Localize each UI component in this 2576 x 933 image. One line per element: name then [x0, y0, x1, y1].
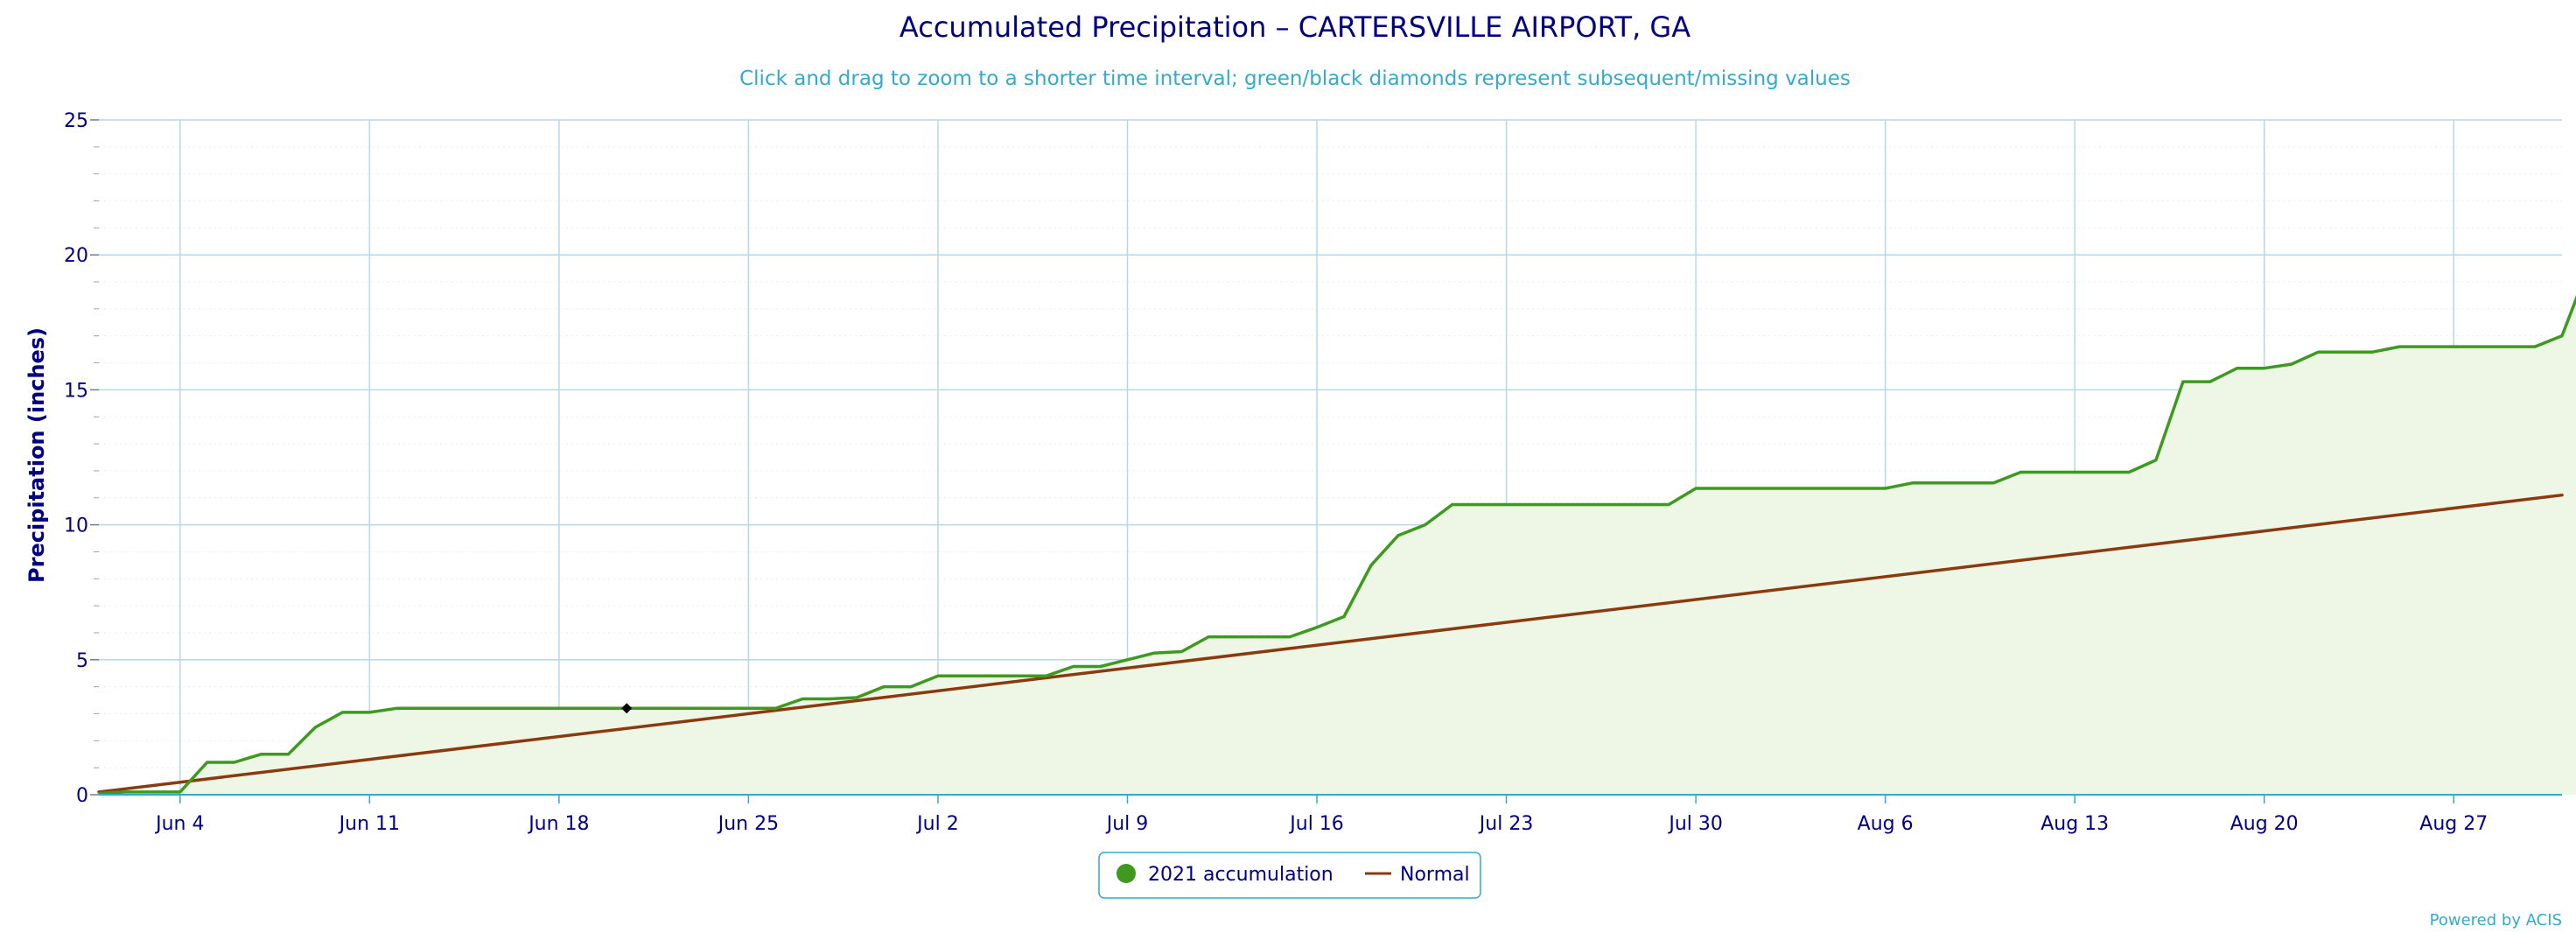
area-layer — [99, 299, 2576, 795]
x-tick-label: Aug 27 — [2419, 813, 2488, 835]
legend-item-2021-accumulation[interactable]: 2021 accumulation — [1116, 864, 1334, 886]
x-tick-label: Jun 18 — [527, 813, 589, 835]
legend-label-normal: Normal — [1400, 864, 1470, 886]
y-axis: 0 5 10 15 20 25 — [64, 110, 99, 807]
x-tick-label: Jun 11 — [338, 813, 400, 835]
y-tick-label: 0 — [76, 785, 88, 807]
legend-box — [1098, 852, 1481, 899]
y-axis-label: Precipitation (inches) — [24, 327, 49, 583]
series-2021-line[interactable] — [98, 266, 2576, 796]
series-normal-line[interactable] — [97, 493, 2564, 794]
x-tick-label: Jul 23 — [1478, 813, 1534, 835]
y-tick-label: 10 — [64, 516, 88, 537]
legend-item-normal[interactable]: Normal — [1365, 864, 1470, 886]
grid — [99, 119, 2562, 796]
x-axis: Jun 4 Jun 11 Jun 18 Jun 25 Jul 2 Jul 9 Jul 16 J… — [99, 794, 2562, 835]
x-tick-label: Jun 4 — [154, 813, 204, 835]
x-tick-label: Aug 13 — [2040, 813, 2109, 835]
x-tick-label: Jul 16 — [1288, 813, 1344, 835]
y-tick-label: 5 — [76, 650, 88, 672]
x-tick-label: Aug 20 — [2230, 813, 2299, 835]
y-tick-label: 25 — [64, 110, 88, 132]
x-tick-label: Aug 6 — [1858, 813, 1914, 835]
x-tick-label: Jun 25 — [717, 813, 779, 835]
y-tick-label: 20 — [64, 245, 88, 267]
chart-title: Accumulated Precipitation – CARTERSVILLE… — [900, 11, 1690, 44]
legend-label-2021: 2021 accumulation — [1148, 864, 1334, 886]
legend-marker-2021 — [1116, 864, 1136, 883]
missing-value-diamond[interactable] — [621, 703, 633, 714]
y-tick-label: 15 — [64, 380, 88, 402]
lines-layer — [97, 266, 2576, 796]
series-2021-area — [99, 299, 2576, 795]
x-tick-label: Jul 30 — [1667, 813, 1723, 835]
credits-link[interactable]: Powered by ACIS — [2430, 911, 2562, 929]
x-tick-label: Jul 2 — [915, 813, 959, 835]
chart-subtitle: Click and drag to zoom to a shorter time… — [739, 67, 1851, 90]
legend[interactable]: 2021 accumulation Normal — [1098, 852, 1481, 899]
x-tick-label: Jul 9 — [1105, 813, 1149, 835]
